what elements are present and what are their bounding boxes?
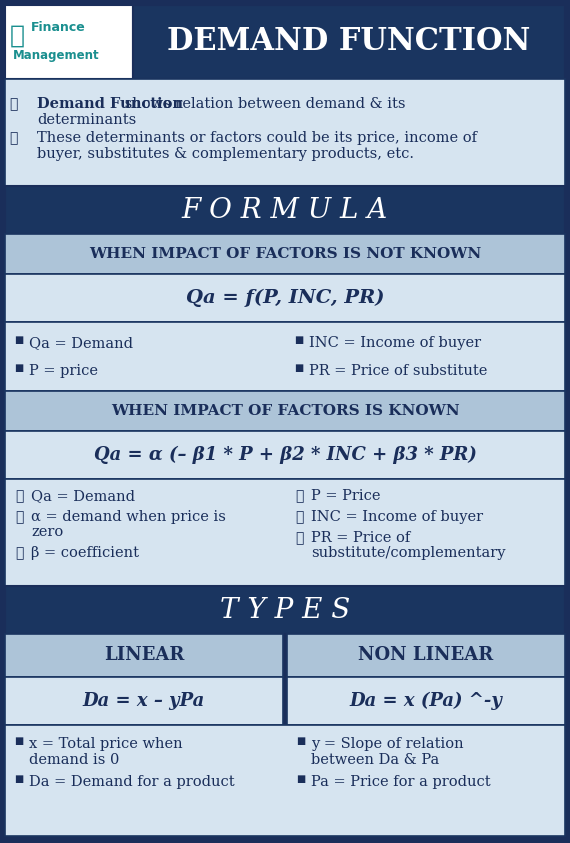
Bar [5, 586, 565, 634]
Text: ■: ■ [14, 336, 23, 345]
Text: DEMAND FUNCTION: DEMAND FUNCTION [168, 26, 531, 57]
Bar [5, 391, 565, 431]
Text: WHEN IMPACT OF FACTORS IS NOT KNOWN: WHEN IMPACT OF FACTORS IS NOT KNOWN [89, 247, 481, 261]
Bar [5, 634, 283, 677]
Text: 🐦: 🐦 [10, 24, 25, 48]
Text: T Y P E S: T Y P E S [220, 597, 350, 624]
Text: ■: ■ [294, 336, 304, 345]
Text: PR = Price of: PR = Price of [311, 531, 410, 545]
Text: buyer, substitutes & complementary products, etc.: buyer, substitutes & complementary produ… [37, 147, 414, 161]
Text: F O R M U L A: F O R M U L A [182, 196, 388, 223]
Text: Da = x (Pa) ^-y: Da = x (Pa) ^-y [349, 692, 502, 710]
Text: Demand Function: Demand Function [37, 97, 183, 111]
Text: x = Total price when: x = Total price when [29, 737, 182, 751]
Text: Qa = Demand: Qa = Demand [29, 336, 133, 350]
Text: These determinants or factors could be its price, income of: These determinants or factors could be i… [37, 131, 477, 145]
Text: demand is 0: demand is 0 [29, 753, 119, 767]
Text: PR = Price of substitute: PR = Price of substitute [309, 363, 487, 378]
Text: LINEAR: LINEAR [104, 647, 184, 664]
Text: ■: ■ [296, 737, 306, 746]
Text: α = demand when price is: α = demand when price is [31, 510, 226, 524]
Text: Qa = f(P, INC, PR): Qa = f(P, INC, PR) [186, 289, 384, 307]
Bar [287, 677, 565, 725]
Text: ■: ■ [14, 737, 23, 746]
Text: determinants: determinants [37, 113, 136, 127]
Text: Management: Management [13, 49, 100, 62]
Text: between Da & Pa: between Da & Pa [311, 753, 439, 767]
Bar [5, 5, 133, 79]
Text: ■: ■ [14, 775, 23, 784]
Text: NON LINEAR: NON LINEAR [359, 647, 494, 664]
Text: ❖: ❖ [295, 489, 303, 503]
Text: INC = Income of buyer: INC = Income of buyer [309, 336, 481, 350]
Text: ❖: ❖ [295, 510, 303, 524]
Bar [5, 479, 565, 586]
Text: Pa = Price for a product: Pa = Price for a product [311, 775, 491, 789]
Text: ■: ■ [296, 775, 306, 784]
Bar [133, 5, 565, 79]
Bar [5, 322, 565, 391]
Bar [5, 274, 565, 322]
Text: ❖: ❖ [15, 489, 23, 503]
Text: Finance: Finance [31, 21, 86, 34]
Text: P = price: P = price [29, 363, 98, 378]
Text: ❖: ❖ [9, 131, 17, 145]
Text: P = Price: P = Price [311, 489, 381, 503]
Text: ❖: ❖ [15, 546, 23, 560]
Bar [5, 431, 565, 479]
Text: ❖: ❖ [295, 531, 303, 545]
Text: Da = x – yPa: Da = x – yPa [83, 692, 205, 710]
Text: INC = Income of buyer: INC = Income of buyer [311, 510, 483, 524]
Bar [5, 725, 565, 836]
Text: y = Slope of relation: y = Slope of relation [311, 737, 463, 751]
Text: Qa = Demand: Qa = Demand [31, 489, 135, 503]
Text: WHEN IMPACT OF FACTORS IS KNOWN: WHEN IMPACT OF FACTORS IS KNOWN [111, 404, 459, 418]
Bar [5, 677, 283, 725]
Bar [5, 79, 565, 186]
Text: Qa = α (– β1 * P + β2 * INC + β3 * PR): Qa = α (– β1 * P + β2 * INC + β3 * PR) [93, 446, 477, 464]
Text: ■: ■ [294, 363, 304, 373]
Bar [5, 186, 565, 234]
Bar [287, 634, 565, 677]
Text: substitute/complementary: substitute/complementary [311, 546, 506, 560]
Text: ❖: ❖ [9, 97, 17, 111]
Text: ■: ■ [14, 363, 23, 373]
Bar [5, 234, 565, 274]
Text: zero: zero [31, 525, 63, 539]
Text: shows relation between demand & its: shows relation between demand & its [120, 97, 405, 111]
Text: ❖: ❖ [15, 510, 23, 524]
Text: Da = Demand for a product: Da = Demand for a product [29, 775, 235, 789]
Text: β = coefficient: β = coefficient [31, 546, 139, 560]
